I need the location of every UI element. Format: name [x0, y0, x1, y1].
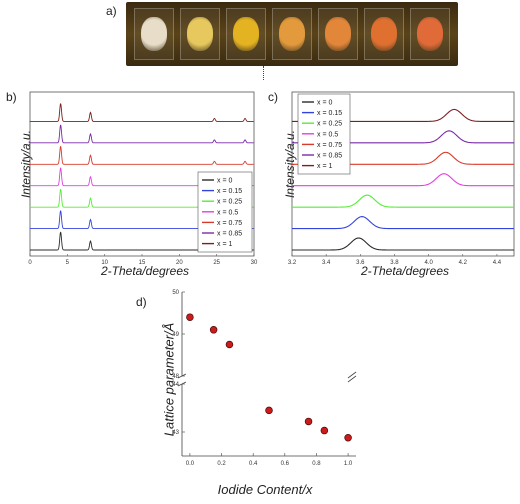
sample-powder: [417, 17, 443, 51]
x-tick-label: 5: [66, 260, 70, 266]
plot-frame: [291, 91, 515, 257]
data-point: [320, 426, 329, 435]
x-tick-label: 3.6: [356, 260, 365, 266]
sample-wells: [134, 8, 450, 60]
panel-label-b: b): [6, 90, 17, 104]
chart-d: 43 44 48 49 50 0.0 0.2 0.4 0.6 0.8 1.0: [172, 290, 357, 467]
sample-photo: [126, 2, 458, 66]
series-line-x-0-75: [29, 146, 254, 165]
x-tick-label: 25: [213, 260, 220, 266]
data-point: [265, 406, 273, 415]
x-tick-label: 30: [251, 260, 258, 266]
legend-label: x = 0: [217, 178, 232, 185]
series-line-x-0: [292, 237, 514, 251]
x-tick-label: 3.8: [390, 260, 399, 266]
y-tick-label: 43: [172, 430, 179, 436]
series-line-x-1: [29, 103, 254, 122]
legend-label: x = 1: [217, 241, 232, 248]
series-line-x-0-25: [292, 194, 514, 208]
axis-break-mark: [347, 371, 357, 379]
chart-b-xlabel: 2-Theta/degrees: [100, 264, 190, 278]
sample-powder: [371, 17, 397, 51]
x-tick-label: 0.8: [312, 461, 321, 467]
legend-label: x = 0: [317, 100, 332, 107]
y-tick-label: 49: [172, 332, 179, 338]
legend-label: x = 1: [317, 163, 332, 170]
legend-label: x = 0.5: [217, 209, 238, 216]
chart-c: 3.2 3.4 3.6 3.8 4.0 4.2 4.4 x = 0 x = 0.15 x = 0.…: [288, 91, 515, 266]
sample-well: [364, 8, 404, 60]
panel-label-a: a): [106, 4, 117, 18]
y-tick-label: 48: [172, 374, 179, 380]
x-tick-label: 4.4: [493, 260, 502, 266]
sample-well: [180, 8, 220, 60]
series-line-x-0-5: [292, 173, 514, 187]
data-point: [304, 417, 313, 426]
x-tick-label: 0.2: [217, 461, 226, 467]
x-tick-label: 0.6: [281, 461, 290, 467]
x-tick-label: 15: [139, 260, 146, 266]
data-point: [344, 434, 352, 442]
y-tick-label: 50: [172, 290, 179, 296]
x-tick-label: 4.0: [424, 260, 433, 266]
sample-well: [318, 8, 358, 60]
y-tick-label: 44: [172, 382, 179, 388]
legend-label: x = 0.85: [217, 231, 242, 238]
x-tick-label: 3.4: [322, 260, 331, 266]
x-tick-label: 10: [101, 260, 108, 266]
chart-c-xlabel: 2-Theta/degrees: [360, 264, 450, 278]
x-tick-label: 1.0: [344, 461, 353, 467]
panel-label-d: d): [136, 295, 147, 309]
legend-label: x = 0.25: [217, 199, 242, 206]
panel-label-c: c): [268, 90, 278, 104]
x-tick-label: 0.4: [249, 461, 258, 467]
sample-powder: [279, 17, 305, 51]
sample-powder: [325, 17, 351, 51]
legend-label: x = 0.75: [317, 142, 342, 149]
legend-label: x = 0.25: [317, 121, 342, 128]
chart-b: 0 5 10 15 20 25 30 x = 0 x = 0.15 x = 0.25 x = 0.5…: [28, 91, 258, 266]
data-point: [186, 313, 194, 321]
x-tick-label: 3.2: [288, 260, 297, 266]
photo-divider-dots: [263, 66, 264, 80]
data-point: [209, 326, 218, 334]
x-tick-label: 0.0: [186, 461, 195, 467]
series-line-x-0-85: [29, 124, 254, 144]
series-line-x-0-15: [292, 216, 514, 230]
sample-powder: [187, 17, 213, 51]
chart-d-xlabel: Iodide Content/x: [217, 482, 313, 497]
sample-powder: [141, 17, 167, 51]
legend-label: x = 0.15: [317, 110, 342, 117]
x-tick-label: 4.2: [459, 260, 468, 266]
legend-label: x = 0.5: [317, 131, 338, 138]
legend-label: x = 0.85: [317, 153, 342, 160]
axis-break-mark: [347, 375, 357, 383]
legend-label: x = 0.75: [217, 220, 242, 227]
legend-label: x = 0.15: [217, 188, 242, 195]
sample-well: [134, 8, 174, 60]
x-tick-label: 0: [28, 260, 32, 266]
data-point: [225, 340, 234, 349]
sample-well: [272, 8, 312, 60]
sample-well: [410, 8, 450, 60]
sample-well: [226, 8, 266, 60]
x-tick-label: 20: [176, 260, 183, 266]
sample-powder: [233, 17, 259, 51]
